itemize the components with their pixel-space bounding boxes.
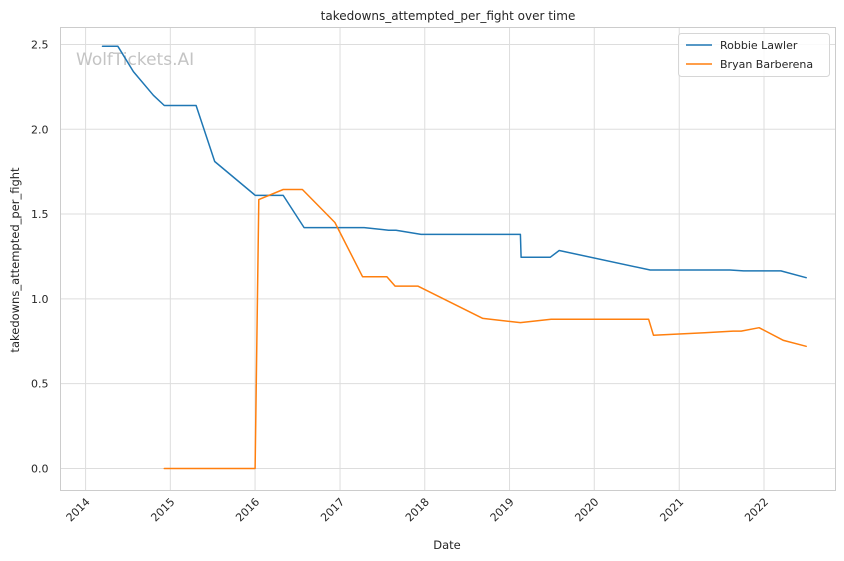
y-tick-label-0.5: 0.5 <box>31 378 49 391</box>
legend-label-bryan-barberena: Bryan Barberena <box>720 58 813 71</box>
x-axis-label: Date <box>433 538 461 552</box>
legend: Robbie Lawler Bryan Barberena <box>678 33 830 77</box>
y-axis-label: takedowns_attempted_per_fight <box>8 167 22 353</box>
grid-lines <box>60 27 836 491</box>
series-line-bryan-barberena <box>163 188 807 470</box>
y-tick-label-2.5: 2.5 <box>31 38 49 51</box>
y-tick-label-1.5: 1.5 <box>31 208 49 221</box>
legend-label-robbie-lawler: Robbie Lawler <box>720 39 798 52</box>
chart-title: takedowns_attempted_per_fight over time <box>321 9 576 23</box>
y-tick-label-2.0: 2.0 <box>31 123 49 136</box>
y-tick-label-1.0: 1.0 <box>31 293 49 306</box>
legend-box <box>678 33 830 77</box>
series-line-robbie-lawler <box>101 45 807 279</box>
plot-frame <box>60 27 836 491</box>
y-tick-labels: 0.0 0.5 1.0 1.5 2.0 2.5 <box>31 38 49 475</box>
watermark: WolfTickets.AI <box>76 50 194 70</box>
series-lines <box>101 45 807 470</box>
y-tick-label-0.0: 0.0 <box>31 462 49 475</box>
